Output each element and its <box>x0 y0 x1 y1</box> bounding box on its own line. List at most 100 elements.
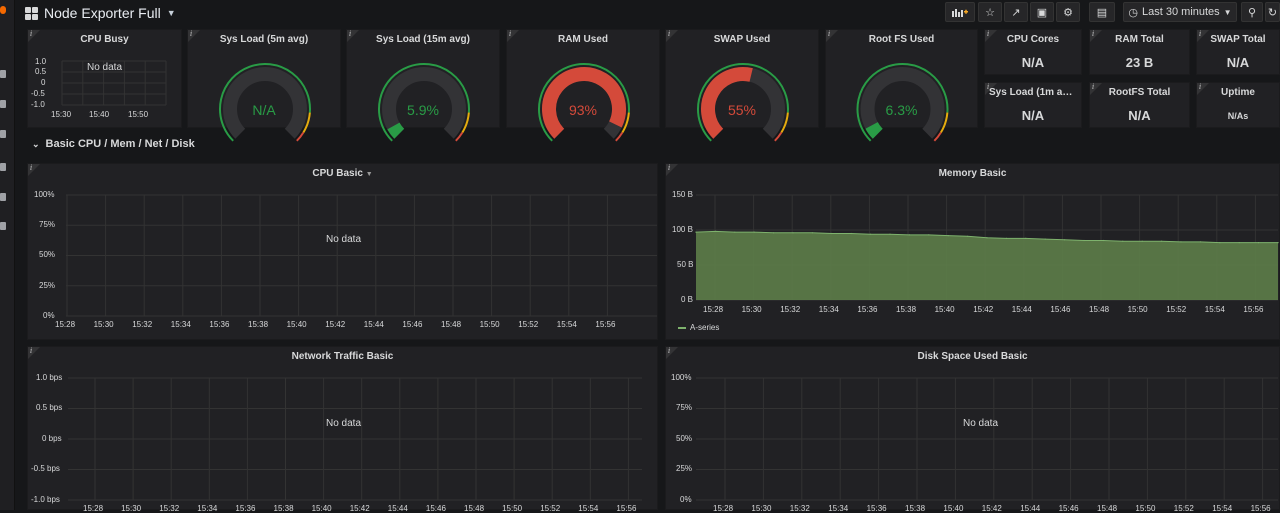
x-tick: 15:44 <box>363 320 384 329</box>
dashboard-picker[interactable]: Node Exporter Full ▼ <box>25 3 176 23</box>
time-picker-button[interactable]: ◷ Last 30 minutes ▼ <box>1123 2 1237 22</box>
share-button[interactable]: ↗ <box>1004 2 1028 22</box>
save-button[interactable]: ▣ <box>1030 2 1054 22</box>
x-tick: 15:40 <box>934 305 955 314</box>
gauge-threshold-arc <box>939 112 949 134</box>
panel-info-corner[interactable] <box>507 30 519 42</box>
gauge-value: N/A <box>252 102 276 118</box>
memory-basic-panel[interactable]: i Memory Basic 150 B 100 B 50 B 0 B A-se… <box>665 163 1280 340</box>
info-icon: i <box>987 30 990 38</box>
data-point <box>792 232 794 234</box>
x-tick: 15:28 <box>713 504 734 513</box>
gauge-threshold-arc <box>455 131 464 142</box>
panel-info-corner[interactable] <box>666 164 678 176</box>
panel-info-corner[interactable] <box>826 30 838 42</box>
disk-basic-grid <box>696 377 1278 501</box>
swap-total-stat-panel[interactable]: i SWAP Total N/A <box>1196 29 1280 75</box>
y-tick: 25% <box>39 281 56 290</box>
panel-info-corner[interactable] <box>1197 30 1209 42</box>
y-tick: 0 bps <box>42 434 62 443</box>
data-point <box>1102 239 1104 242</box>
y-tick: 75% <box>39 220 56 229</box>
y-tick: -0.5 bps <box>31 464 60 473</box>
alerting-nav-icon[interactable] <box>0 163 6 171</box>
cpu-busy-panel[interactable]: i CPU Busy 1.0 0.5 0 -0.5 -1.0 No data 1… <box>27 29 182 128</box>
add-panel-button[interactable] <box>945 2 975 22</box>
y-tick: 0.5 <box>35 67 47 76</box>
gauge <box>856 63 949 142</box>
gauge-threshold-arc <box>621 112 630 134</box>
uptime-stat-panel[interactable]: i Uptime N/As <box>1196 82 1280 128</box>
data-point <box>1180 241 1182 243</box>
panel-title-menu[interactable]: CPU Basic ▼ <box>28 168 657 179</box>
panel-info-corner[interactable] <box>666 30 678 42</box>
star-button[interactable]: ☆ <box>978 2 1002 22</box>
x-tick: 15:46 <box>1050 305 1071 314</box>
x-tick: 15:42 <box>973 305 994 314</box>
row-collapse-toggle[interactable]: ⌄ Basic CPU / Mem / Net / Disk <box>32 138 195 150</box>
ram-total-stat-panel[interactable]: i RAM Total 23 B <box>1089 29 1190 75</box>
cpu-basic-panel[interactable]: i CPU Basic ▼ 100% 75% 50% 25% 0% No dat… <box>27 163 658 340</box>
config-nav-icon[interactable] <box>0 193 6 201</box>
x-tick: 15:52 <box>518 320 539 329</box>
y-tick: 50% <box>39 250 56 259</box>
panel-info-corner[interactable] <box>347 30 359 42</box>
legend-item-a-series[interactable]: A-series <box>678 323 719 332</box>
panel-title: SWAP Total <box>1210 34 1266 45</box>
panel-info-corner[interactable] <box>28 347 40 359</box>
panel-info-corner[interactable] <box>1197 83 1209 95</box>
cpu-cores-stat-panel[interactable]: i CPU Cores N/A <box>984 29 1082 75</box>
panel-info-corner[interactable] <box>985 30 997 42</box>
x-tick: 15:40 <box>286 320 307 329</box>
y-tick: 50% <box>676 434 693 443</box>
disk-space-used-basic-panel[interactable]: i Disk Space Used Basic 100% 75% 50% 25%… <box>665 346 1280 513</box>
gauge <box>378 63 470 142</box>
data-point <box>1219 242 1221 244</box>
panel-info-corner[interactable] <box>1090 30 1102 42</box>
y-tick: 1.0 <box>35 57 47 66</box>
panel-info-corner[interactable] <box>1090 83 1102 95</box>
explore-nav-icon[interactable] <box>0 130 6 138</box>
x-tick: 15:36 <box>857 305 878 314</box>
network-traffic-basic-panel[interactable]: i Network Traffic Basic 1.0 bps 0.5 bps … <box>27 346 658 513</box>
x-tick: 15:44 <box>1020 504 1041 513</box>
no-data-label: No data <box>87 62 123 73</box>
gauge-value: 5.9% <box>407 102 439 118</box>
shield-nav-icon[interactable] <box>0 222 6 230</box>
panel-title: CPU Busy <box>80 34 129 45</box>
tv-mode-button[interactable]: ▤ <box>1089 2 1115 22</box>
x-tick: 15:36 <box>209 320 230 329</box>
settings-button[interactable]: ⚙ <box>1056 2 1080 22</box>
info-icon: i <box>1199 83 1202 91</box>
x-tick: 15:50 <box>1127 305 1148 314</box>
info-icon: i <box>349 30 352 38</box>
refresh-button[interactable]: ↻ <box>1265 2 1280 22</box>
dashboards-nav-icon[interactable] <box>0 100 6 108</box>
swap-used-gauge-panel[interactable]: i SWAP Used 55% <box>665 29 819 142</box>
add-panel-icon <box>952 9 968 17</box>
rootfs-total-stat-panel[interactable]: i RootFS Total N/A <box>1089 82 1190 128</box>
sys-load-15m-gauge-panel[interactable]: i Sys Load (15m avg) 5.9% <box>346 29 500 142</box>
panel-info-corner[interactable] <box>985 83 997 95</box>
x-tick: 15:30 <box>51 110 72 119</box>
sys-load-5m-gauge-panel[interactable]: i Sys Load (5m avg) N/A <box>187 29 341 142</box>
ram-used-gauge-panel[interactable]: i RAM Used 93% <box>506 29 660 142</box>
panel-info-corner[interactable] <box>188 30 200 42</box>
grafana-logo-icon[interactable] <box>0 6 6 14</box>
zoom-out-button[interactable]: ⚲ <box>1241 2 1263 22</box>
gauge-threshold-arc <box>378 63 470 142</box>
panel-info-corner[interactable] <box>28 164 40 176</box>
panel-title: SWAP Used <box>713 34 771 45</box>
x-tick: 15:34 <box>197 504 218 513</box>
y-tick: 25% <box>676 464 693 473</box>
y-tick: 150 B <box>672 190 693 199</box>
sys-load-1m-stat-panel[interactable]: i Sys Load (1m avg) N/A <box>984 82 1082 128</box>
search-nav-icon[interactable] <box>0 70 6 78</box>
panel-info-corner[interactable] <box>28 30 40 42</box>
root-fs-used-gauge-panel[interactable]: i Root FS Used 6.3% <box>825 29 978 142</box>
x-tick: 15:38 <box>273 504 294 513</box>
panel-info-corner[interactable] <box>666 347 678 359</box>
panel-title: CPU Basic <box>312 168 363 179</box>
gauge-value-arc <box>542 67 626 139</box>
x-tick: 15:38 <box>248 320 269 329</box>
